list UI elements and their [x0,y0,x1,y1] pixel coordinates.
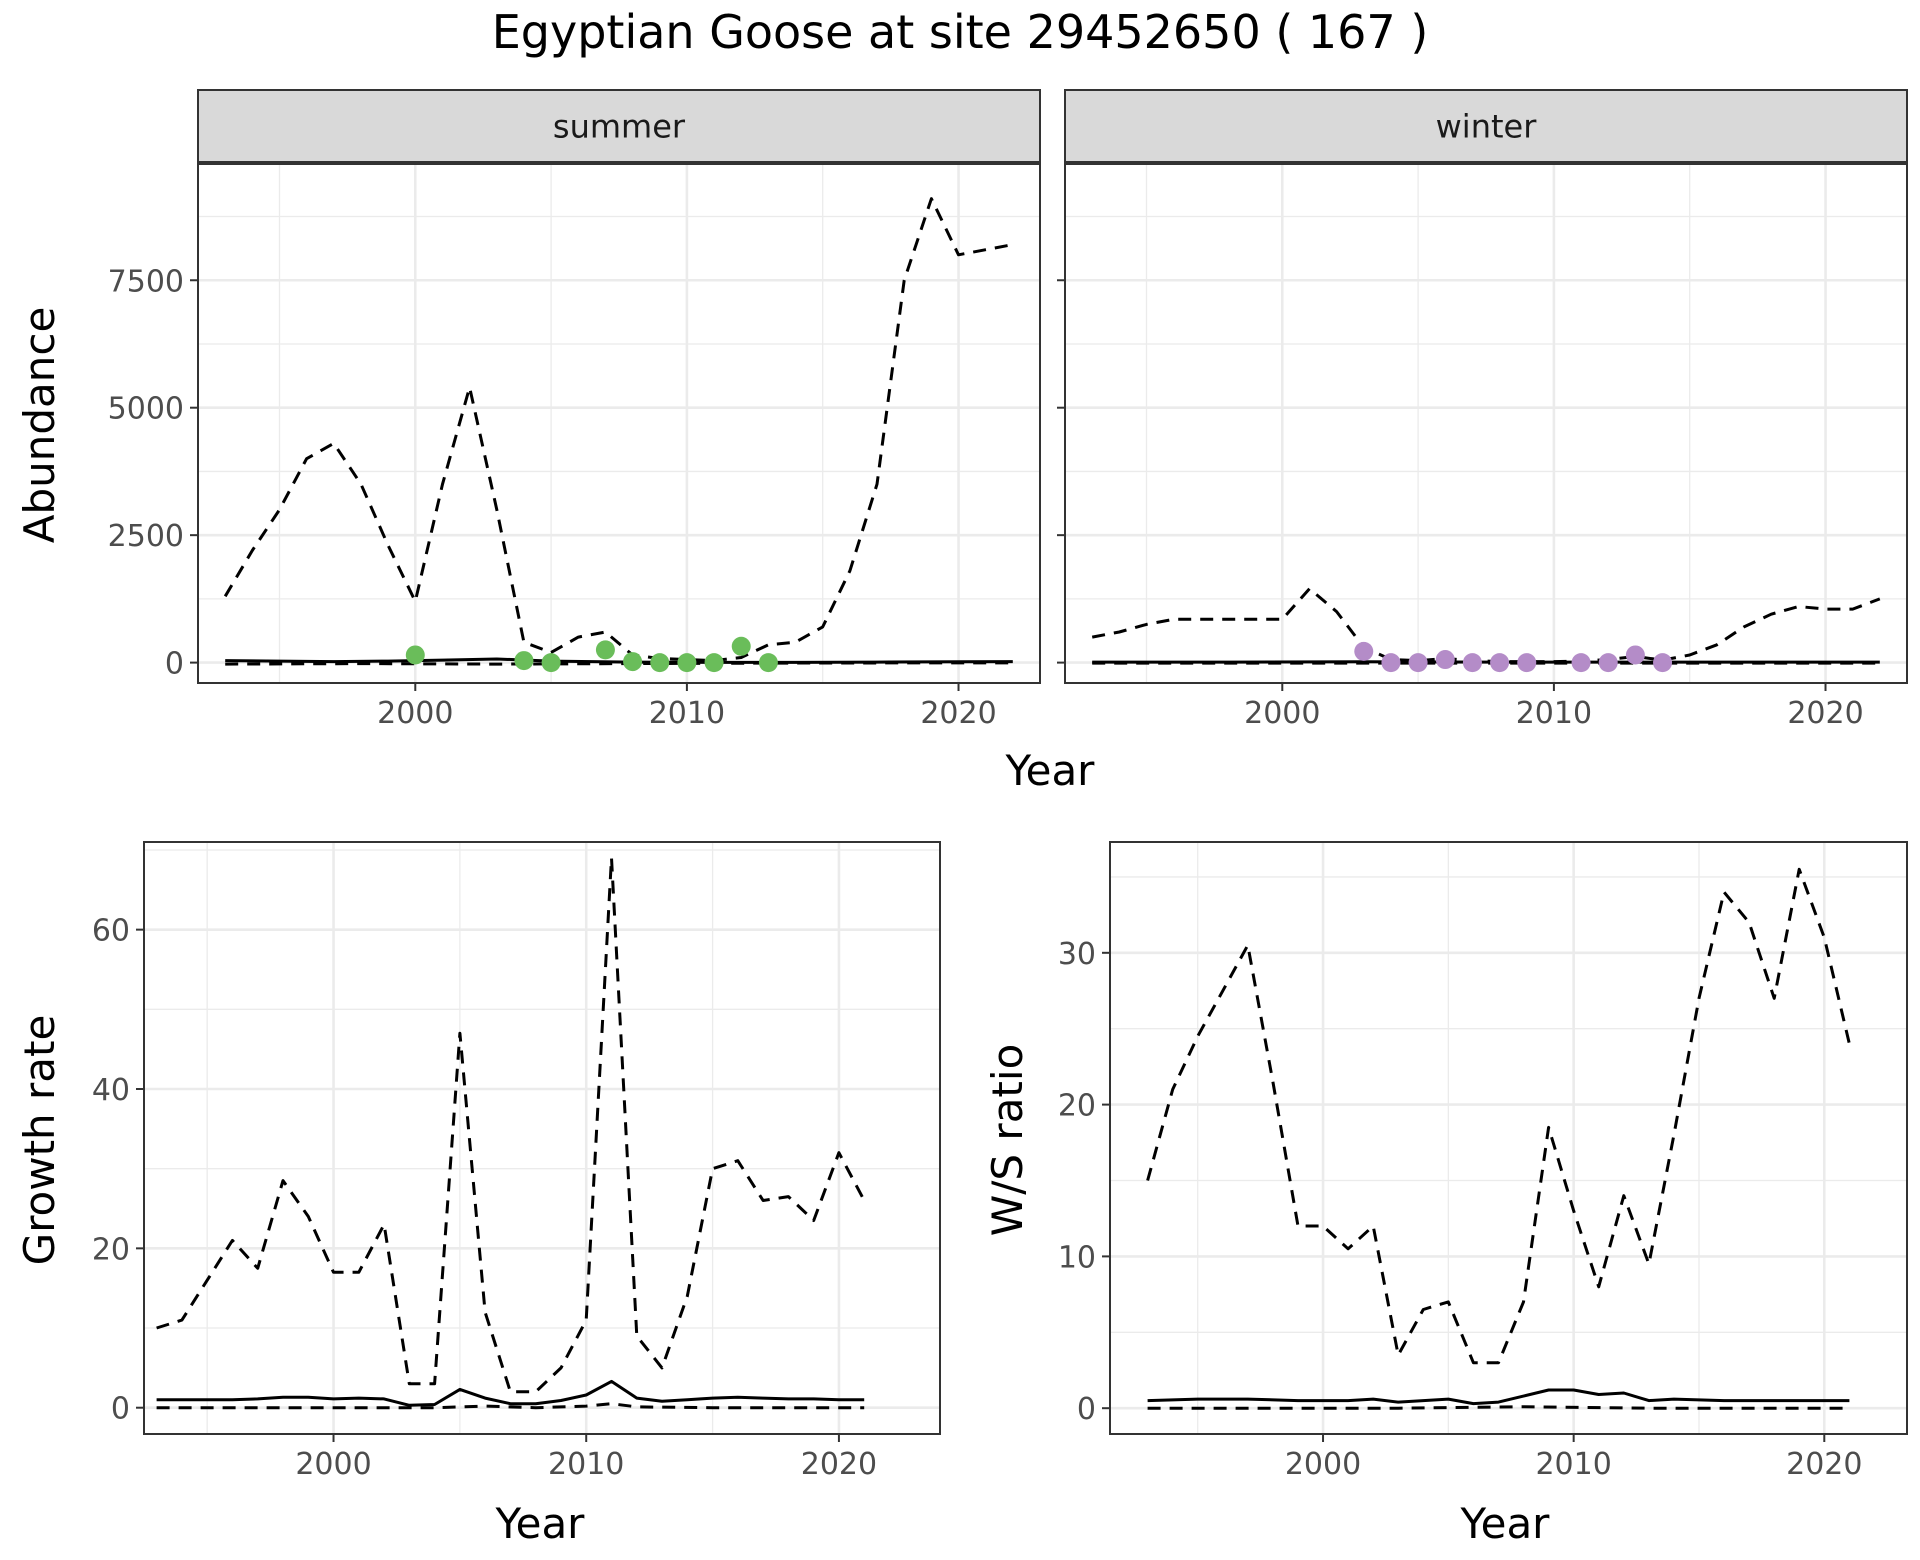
top-y-axis-title: Abundance [15,307,64,544]
ratio-y-axis-title: W/S ratio [983,1044,1032,1237]
panel-background [1065,163,1907,683]
data-point [595,640,615,660]
x-tick-label: 2000 [1285,1447,1361,1482]
series-line-1-dashed [223,197,1014,663]
x-tick-label: 2020 [1786,1447,1862,1482]
facet-strip-label: winter [1436,108,1538,146]
data-point [1435,650,1455,670]
panel-border [143,841,941,1435]
data-point [1598,653,1618,673]
panel-background [198,163,1040,683]
data-point [541,653,561,673]
facet-strip [197,89,1041,164]
y-tick-label: 0 [111,1392,130,1427]
panel-ratio: 2000 2010 2020 0 10 20 30 [1058,841,1908,1482]
series-line-2-solid [156,1379,865,1407]
series-line-2-solid [1147,1388,1850,1406]
growth-y-axis-title: Growth rate [15,1015,64,1266]
data-point [1625,645,1645,665]
growth-x-axis-title: Year [495,1499,586,1548]
x-tick-label: 2010 [548,1447,624,1482]
data-point [1653,653,1673,673]
y-tick-label: 0 [165,647,184,682]
x-tick-label: 2020 [920,696,996,731]
y-tick-label: 10 [1058,1240,1096,1275]
panel-background [1110,842,1907,1434]
panel-border [1109,841,1908,1435]
data-point [1354,641,1374,661]
facet-strip-label: summer [553,108,686,146]
panel-summer: summer 2000 2010 2020 0 2500 5000 7500 [108,89,1041,731]
data-point [758,653,778,673]
data-point [677,653,697,673]
data-point [1408,653,1428,673]
series-line-1-dashed [1091,587,1881,664]
data-point [514,651,534,671]
series-line-3-dashed [156,1402,865,1410]
y-tick-label: 0 [1077,1392,1096,1427]
x-tick-label: 2020 [1787,696,1863,731]
panel-growth: 2000 2010 2020 0 20 40 60 [92,841,941,1482]
facet-strip [1064,89,1908,164]
x-tick-label: 2010 [1535,1447,1611,1482]
x-tick-label: 2010 [1516,696,1592,731]
x-tick-label: 2010 [649,696,725,731]
y-tick-label: 5000 [108,392,184,427]
data-point [623,652,643,672]
x-tick-label: 2000 [377,696,453,731]
y-tick-label: 7500 [108,264,184,299]
y-tick-label: 20 [1058,1089,1096,1124]
x-tick-label: 2000 [1244,696,1320,731]
data-point [650,653,670,673]
data-point [405,645,425,665]
series-line-3-dashed [1147,1405,1850,1410]
figure-title: Egyptian Goose at site 29452650 ( 167 ) [492,5,1429,59]
data-point [731,636,751,656]
y-tick-label: 2500 [108,519,184,554]
data-point [1517,653,1537,673]
data-point [1490,653,1510,673]
y-tick-label: 30 [1058,937,1096,972]
panel-background [144,842,940,1434]
y-tick-label: 60 [92,914,130,949]
data-point [1381,653,1401,673]
x-tick-label: 2000 [295,1447,371,1482]
data-point [1571,653,1591,673]
panel-winter: winter 2000 2010 2020 [1057,89,1908,731]
x-tick-label: 2020 [801,1447,877,1482]
y-tick-label: 40 [92,1073,130,1108]
ratio-x-axis-title: Year [1460,1499,1551,1548]
series-line-1-dashed [1146,867,1851,1365]
top-x-axis-title: Year [1005,746,1096,795]
data-point [1462,653,1482,673]
y-tick-label: 20 [92,1232,130,1267]
data-point [704,653,724,673]
